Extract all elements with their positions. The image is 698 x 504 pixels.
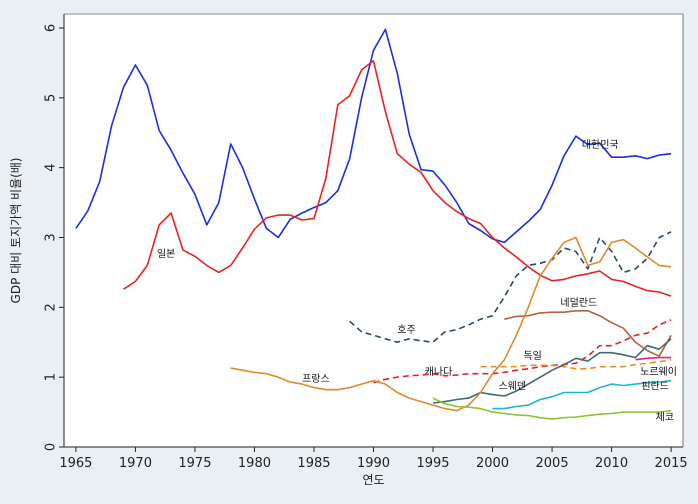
- x-tick-label: 1965: [59, 456, 92, 471]
- x-tick-label: 1975: [178, 456, 211, 471]
- series-line-4: [373, 319, 672, 384]
- series-line-2: [349, 231, 672, 344]
- series-line-9: [492, 379, 672, 410]
- plot-area: [64, 14, 683, 447]
- y-tick-label: 6: [44, 24, 59, 32]
- series-label-1: 일본: [157, 248, 175, 260]
- series-label-8: 프랑스: [302, 373, 330, 385]
- y-tick-label: 2: [44, 303, 59, 311]
- y-tick-label: 5: [44, 94, 59, 102]
- series-layer: [75, 28, 672, 420]
- series-label-10: 체코: [656, 411, 674, 423]
- series-line-8: [230, 236, 672, 412]
- series-label-9: 핀란드: [641, 381, 669, 393]
- x-tick-label: 1980: [238, 456, 271, 471]
- series-label-0: 대한민국: [582, 139, 619, 151]
- series-line-6: [635, 356, 672, 361]
- series-line-0: [75, 28, 672, 244]
- x-axis-title: 연도: [362, 473, 384, 487]
- series-line-10: [432, 397, 672, 420]
- series-line-1: [123, 59, 672, 297]
- series-label-5: 캐나다: [425, 366, 453, 378]
- x-tick-label: 1970: [119, 456, 152, 471]
- series-label-6: 노르웨이: [640, 366, 677, 378]
- series-label-3: 호주: [397, 324, 415, 336]
- x-tick-label: 2000: [476, 456, 509, 471]
- y-axis-title: GDP 대비 토지가액 비율(배): [9, 158, 23, 304]
- x-tick-label: 2010: [595, 456, 628, 471]
- x-tick-label: 2005: [536, 456, 569, 471]
- series-line-7: [432, 338, 672, 404]
- y-tick-label: 3: [44, 233, 59, 241]
- series-label-4: 독일: [523, 350, 541, 362]
- x-tick-label: 1995: [416, 456, 449, 471]
- x-tick-label: 2015: [655, 456, 688, 471]
- series-line-5: [480, 358, 672, 370]
- x-tick-label: 1985: [297, 456, 330, 471]
- y-tick-label: 0: [44, 443, 59, 451]
- x-tick-label: 1990: [357, 456, 390, 471]
- axis-layer: 0 1 2 3 4 5 6 1965 1970 1975 1980 1985 1990 1995 2000 2…: [44, 13, 688, 471]
- series-label-2: 네덜란드: [560, 297, 597, 309]
- series-line-3: [504, 309, 672, 358]
- y-tick-label: 4: [44, 164, 59, 172]
- series-label-7: 스웨덴: [498, 381, 526, 393]
- y-tick-label: 1: [44, 373, 59, 381]
